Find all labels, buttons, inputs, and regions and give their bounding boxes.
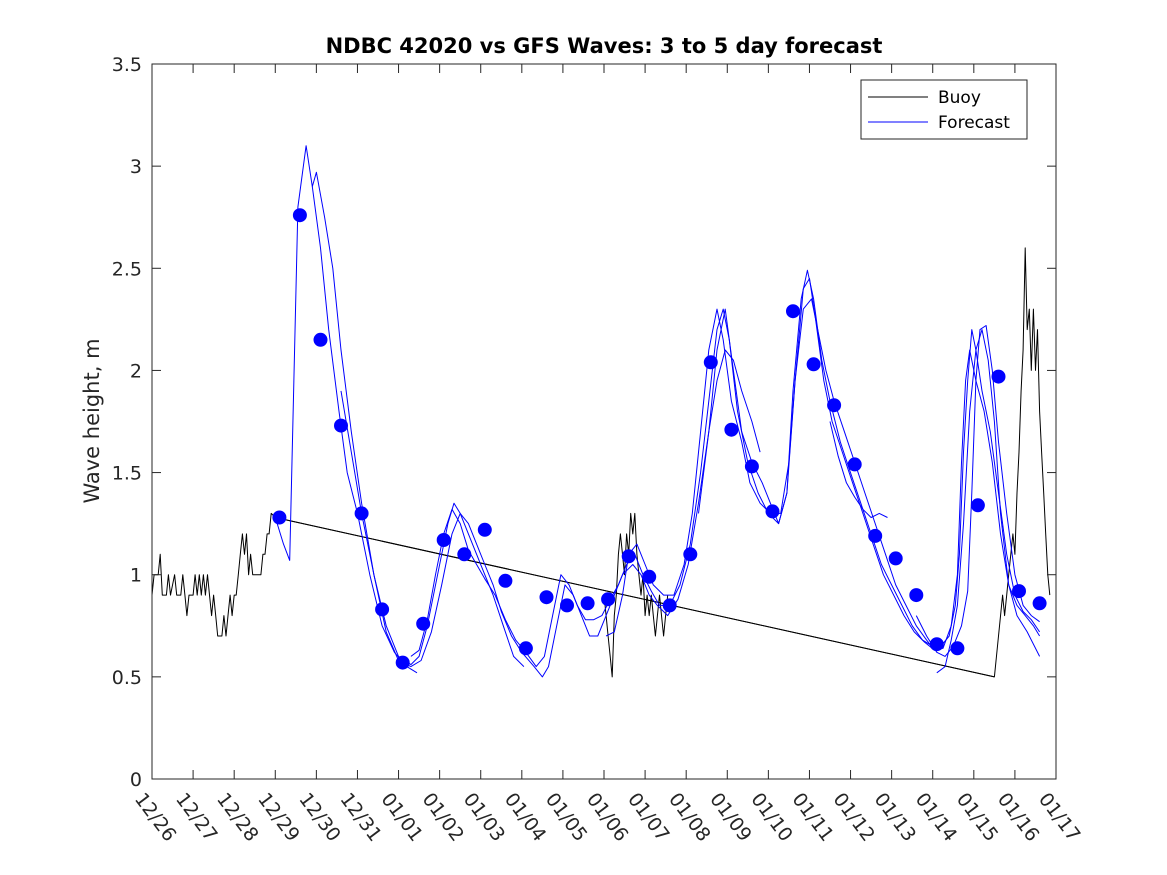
y-tick-label: 0 [130,769,142,791]
forecast-marker [436,533,451,547]
forecast-marker [724,422,739,437]
y-axis-label: Wave height, m [80,338,104,503]
forecast-marker [909,588,924,603]
forecast-marker [1032,596,1047,611]
series-line-buoy [151,247,1051,678]
forecast-marker [991,369,1006,384]
x-tick-label: 01/11 [787,789,838,846]
y-tick-label: 0.5 [112,667,142,689]
plot-area [152,64,1056,779]
x-tick-label: 01/08 [664,789,715,846]
x-tick-label: 01/15 [952,789,1003,846]
series-line-buoy-segment2 [603,512,669,678]
chart-title: NDBC 42020 vs GFS Waves: 3 to 5 day fore… [326,34,883,58]
x-tick-label: 12/26 [130,789,181,846]
forecast-marker [744,459,759,474]
forecast-marker [560,598,574,613]
series-line-forecast-1 [274,145,418,674]
legend-box [860,79,1028,140]
forecast-marker [827,398,842,413]
x-tick-label: 01/17 [1034,789,1085,846]
forecast-marker [457,547,472,562]
forecast-marker [847,457,862,472]
forecast-marker [1012,584,1026,599]
forecast-marker [621,549,636,564]
series-line-forecast-8 [936,329,1041,674]
y-tick-label: 1.5 [112,463,142,485]
forecast-marker [950,641,965,656]
plot-background [152,64,1056,779]
x-tick-label: 12/27 [171,789,222,846]
forecast-marker [662,598,677,613]
series-line-buoy-gap [275,517,995,678]
legend-forecast-label: Forecast [938,113,1010,133]
y-tick-label: 2.5 [112,258,142,280]
y-tick-label: 2 [130,360,142,382]
forecast-marker [354,506,369,521]
forecast-marker [765,504,780,519]
x-tick-label: 01/03 [459,789,510,846]
x-tick-label: 01/07 [623,789,674,846]
x-tick-label: 01/04 [500,789,551,846]
series-line-forecast-7 [915,325,1040,657]
x-tick-label: 01/01 [377,789,428,846]
x-tick-label: 01/06 [582,789,633,846]
forecast-marker [642,569,657,584]
y-tick-label: 3 [130,156,142,178]
x-tick-label: 12/29 [253,789,304,846]
series-line-forecast-5 [698,278,1041,651]
series-line-forecast-6 [829,421,888,518]
forecast-marker [498,573,513,588]
forecast-marker [395,655,410,670]
forecast-marker [703,355,718,370]
x-tick-label: 01/16 [993,789,1044,846]
x-tick-label: 01/05 [541,789,592,846]
forecast-marker [888,551,903,566]
y-tick-label: 1 [130,565,142,587]
legend: Buoy Forecast [860,79,1028,140]
forecast-marker [272,510,287,525]
x-tick-label: 01/10 [746,789,797,846]
forecast-marker [970,498,985,513]
forecast-marker [518,641,533,656]
x-tick-label: 12/31 [335,789,386,846]
forecast-marker [868,528,883,543]
x-tick-label: 01/12 [829,789,880,846]
forecast-marker [334,418,348,433]
forecast-marker [683,547,698,562]
forecast-marker [539,590,554,605]
marker-layer [272,208,1047,670]
forecast-marker [806,357,821,372]
x-tick-label: 01/02 [418,789,469,846]
x-tick-label: 01/13 [870,789,921,846]
legend-buoy-label: Buoy [938,88,981,108]
x-tick-label: 12/30 [294,789,345,846]
x-tick-label: 01/14 [911,789,962,846]
series-line-forecast-2 [311,171,525,667]
series-line-forecast-9 [605,298,936,651]
forecast-marker [375,602,390,617]
forecast-marker [601,592,616,607]
forecast-marker [416,616,431,631]
forecast-marker [292,208,307,223]
forecast-marker [477,522,492,537]
forecast-marker [929,637,944,652]
forecast-marker [580,596,595,611]
x-tick-label: 01/09 [705,789,756,846]
forecast-marker [786,304,800,319]
x-tick-label: 12/28 [212,789,263,846]
y-tick-label: 3.5 [112,54,142,76]
forecast-marker [313,332,328,347]
